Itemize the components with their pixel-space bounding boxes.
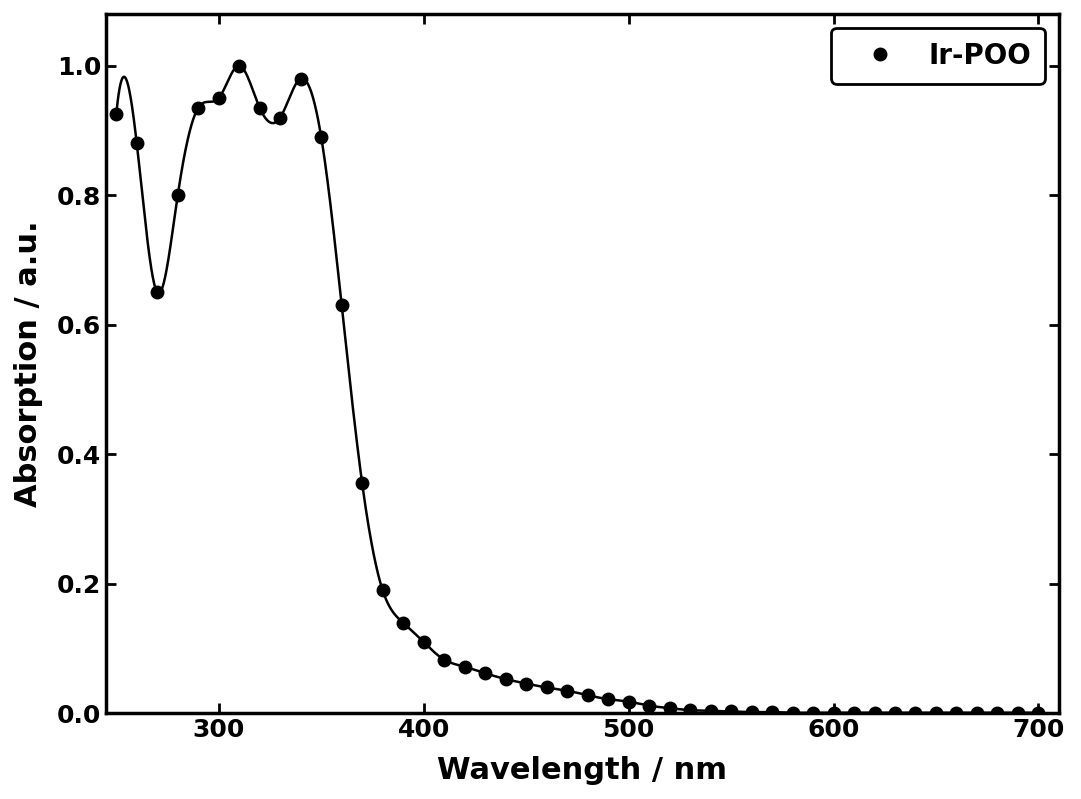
- Ir-POO: [479, 669, 492, 678]
- Ir-POO: [131, 139, 144, 149]
- Ir-POO: [971, 708, 984, 718]
- Ir-POO: [622, 697, 635, 706]
- Ir-POO: [930, 708, 943, 718]
- Ir-POO: [868, 708, 881, 718]
- Ir-POO: [848, 708, 860, 718]
- Ir-POO: [212, 93, 225, 103]
- Ir-POO: [417, 638, 430, 647]
- Ir-POO: [150, 288, 163, 297]
- Ir-POO: [745, 707, 758, 717]
- Ir-POO: [582, 690, 595, 700]
- Ir-POO: [335, 300, 348, 310]
- Ir-POO: [561, 686, 574, 695]
- Ir-POO: [376, 586, 389, 595]
- Ir-POO: [642, 701, 655, 710]
- Ir-POO: [827, 708, 840, 718]
- Ir-POO: [1012, 708, 1025, 718]
- Ir-POO: [520, 679, 533, 689]
- Ir-POO: [950, 708, 963, 718]
- Ir-POO: [663, 703, 676, 713]
- Ir-POO: [909, 708, 922, 718]
- Line: Ir-POO: Ir-POO: [110, 59, 1044, 719]
- Ir-POO: [499, 674, 512, 684]
- Ir-POO: [273, 113, 286, 122]
- Ir-POO: [356, 479, 369, 488]
- Ir-POO: [806, 708, 819, 718]
- Ir-POO: [253, 103, 266, 113]
- Ir-POO: [765, 707, 778, 717]
- Ir-POO: [397, 618, 410, 627]
- Ir-POO: [110, 109, 123, 119]
- Ir-POO: [724, 706, 737, 716]
- Ir-POO: [191, 103, 204, 113]
- Ir-POO: [438, 655, 451, 665]
- Y-axis label: Absorption / a.u.: Absorption / a.u.: [14, 221, 43, 507]
- Ir-POO: [602, 694, 615, 704]
- Ir-POO: [889, 708, 902, 718]
- Ir-POO: [458, 662, 471, 671]
- Ir-POO: [540, 682, 553, 692]
- Ir-POO: [683, 706, 696, 715]
- Ir-POO: [232, 61, 245, 70]
- Ir-POO: [315, 132, 328, 141]
- Ir-POO: [294, 74, 307, 83]
- Ir-POO: [786, 708, 799, 718]
- Ir-POO: [1032, 708, 1045, 718]
- X-axis label: Wavelength / nm: Wavelength / nm: [438, 756, 728, 785]
- Legend: Ir-POO: Ir-POO: [831, 28, 1045, 84]
- Ir-POO: [704, 706, 717, 716]
- Ir-POO: [171, 190, 184, 200]
- Ir-POO: [991, 708, 1004, 718]
